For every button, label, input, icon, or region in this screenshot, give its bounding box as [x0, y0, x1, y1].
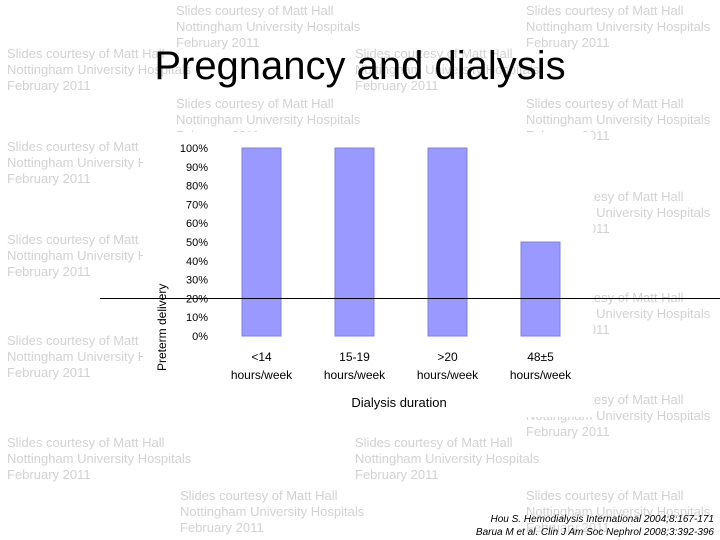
reference-1: Hou S. Hemodialysis International 2004;8…: [490, 514, 714, 525]
x-tick-label: hours/week: [324, 368, 386, 382]
slide-title: Pregnancy and dialysis: [154, 44, 566, 88]
watermark-text: Slides courtesy of Matt Hall Nottingham …: [7, 435, 192, 482]
watermark-text: Slides courtesy of Matt Hall Nottingham …: [355, 46, 540, 93]
x-axis-label: Dialysis duration: [351, 395, 446, 410]
watermark-text: Slides courtesy of Matt Hall Nottingham …: [526, 488, 711, 535]
y-tick-label: 10%: [186, 312, 208, 324]
x-tick-label: hours/week: [231, 368, 293, 382]
x-tick-label: hours/week: [510, 368, 572, 382]
watermark-text: Slides courtesy of Matt Hall Nottingham …: [180, 488, 365, 535]
y-tick-label: 20%: [186, 293, 208, 305]
watermark-text: Slides courtesy of Matt Hall Nottingham …: [7, 46, 192, 93]
x-tick-label: >20: [437, 350, 458, 364]
y-tick-label: 100%: [180, 143, 208, 155]
y-tick-label: 30%: [186, 275, 208, 287]
watermark-text: Slides courtesy of Matt Hall Nottingham …: [526, 3, 711, 50]
x-tick-label: 48±5: [527, 350, 554, 364]
x-tick-label: <14: [251, 350, 272, 364]
bar: [241, 147, 282, 337]
bar: [334, 147, 375, 337]
x-tick-label: hours/week: [417, 368, 479, 382]
bar-chart: Preterm delivery Dialysis duration 0% 10%…: [155, 143, 572, 410]
y-axis-label: Preterm delivery: [155, 284, 169, 371]
bar: [520, 241, 561, 337]
y-tick-label: 90%: [186, 162, 208, 174]
watermark-text: Slides courtesy of Matt Hall Nottingham …: [355, 435, 540, 482]
bar: [427, 147, 468, 337]
chart-panel: Preterm delivery Dialysis duration 0% 10%…: [143, 132, 593, 417]
y-tick-label: 50%: [186, 237, 208, 249]
y-tick-label: 0%: [192, 331, 208, 343]
y-tick-label: 70%: [186, 199, 208, 211]
y-tick-label: 80%: [186, 181, 208, 193]
references: Hou S. Hemodialysis International 2004;8…: [314, 513, 714, 539]
y-tick-label: 60%: [186, 218, 208, 230]
reference-line: [100, 298, 720, 299]
y-tick-label: 40%: [186, 256, 208, 268]
x-tick-label: 15-19: [339, 350, 370, 364]
reference-2: Barua M et al. Clin J Am Soc Nephrol 200…: [475, 527, 714, 538]
watermark-text: Slides courtesy of Matt Hall Nottingham …: [176, 3, 361, 50]
